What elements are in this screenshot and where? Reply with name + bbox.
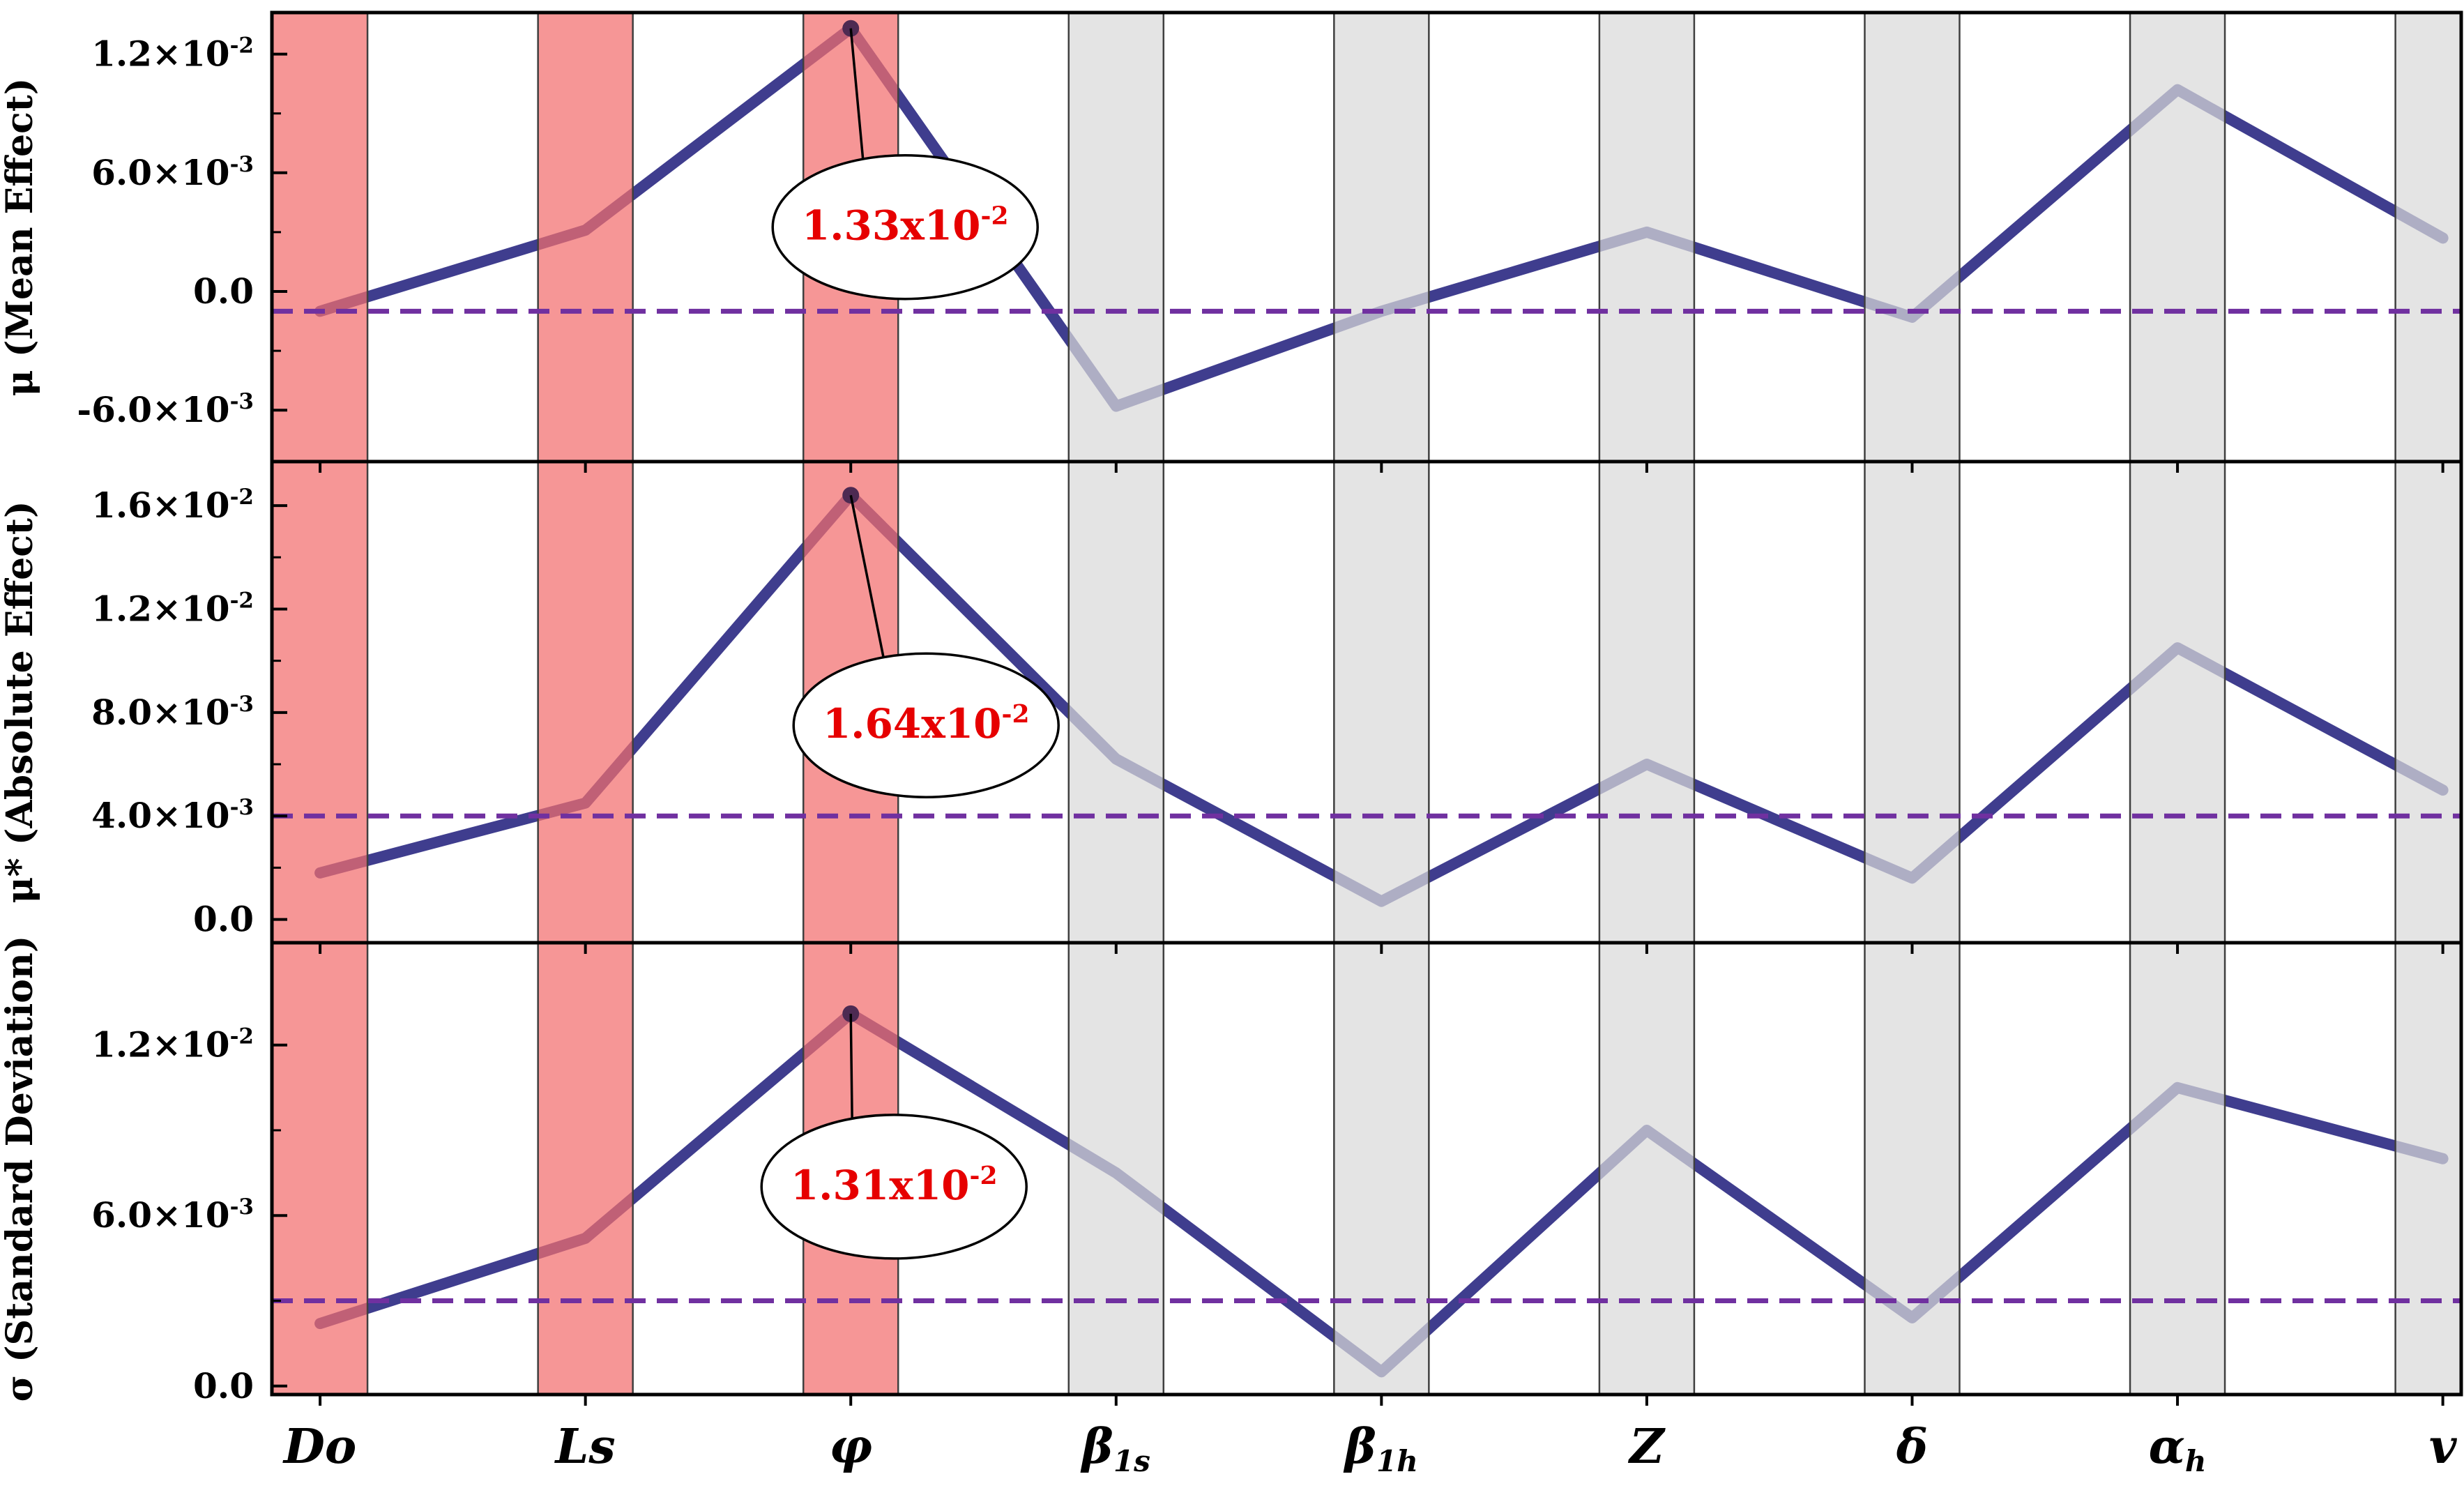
band-7-gray	[2130, 13, 2226, 1395]
y-axis-title-2: σ (Standard Deviation)	[0, 936, 41, 1402]
band-0-red	[273, 13, 368, 1395]
y-tick-label: 6.0×10-3	[91, 1194, 254, 1236]
annotation-value-panel-1: 1.64x10-2	[823, 699, 1030, 747]
y-tick-label: 1.2×10-2	[91, 588, 254, 629]
band-1-red	[538, 13, 633, 1395]
y-tick-label: 4.0×10-3	[91, 795, 254, 836]
annotation-value-panel-0: 1.33x10-2	[802, 202, 1009, 250]
annotation-bubble-panel-1	[792, 652, 1060, 798]
annotation-bubble-panel-2	[760, 1114, 1028, 1260]
band-8-gray	[2395, 13, 2461, 1395]
y-tick-label: 1.2×10-2	[91, 33, 254, 75]
y-axis-title-0: μ (Mean Effect)	[0, 78, 41, 397]
x-category-label-7: αh	[2149, 1419, 2207, 1478]
y-tick-label: 1.2×10-2	[91, 1024, 254, 1065]
y-tick-label: 0.0	[193, 1365, 254, 1406]
x-category-label-5: Z	[1627, 1419, 1666, 1475]
band-4-gray	[1334, 13, 1429, 1395]
category-bands	[272, 13, 2461, 1395]
annotation-value-panel-2: 1.31x10-2	[791, 1161, 998, 1209]
annotation-bubble-panel-0	[771, 153, 1039, 301]
annotation-connector-panel-0	[849, 28, 865, 163]
y-tick-label: 8.0×10-3	[91, 692, 254, 733]
y-tick-label: 0.0	[193, 899, 254, 940]
y-tick-label: 6.0×10-3	[91, 152, 254, 193]
y-axis-title-1: μ* (Absolute Effect)	[0, 501, 41, 903]
band-3-gray	[1068, 13, 1164, 1395]
x-category-label-8: v	[2429, 1419, 2458, 1475]
y-tick-label: -6.0×10-3	[77, 389, 254, 430]
annotation-connector-panel-2	[849, 1013, 853, 1123]
x-category-label-0: Do	[282, 1419, 356, 1475]
y-tick-label: 1.6×10-2	[91, 485, 254, 526]
y-tick-label: 0.0	[193, 271, 254, 312]
x-category-label-6: δ	[1896, 1419, 1928, 1475]
x-category-label-3: β1s	[1080, 1419, 1150, 1478]
band-6-gray	[1864, 13, 1960, 1395]
annotation-connector-panel-1	[849, 494, 885, 662]
band-5-gray	[1599, 13, 1694, 1395]
x-category-label-2: φ	[829, 1419, 872, 1475]
panel-border-2	[270, 941, 2463, 1397]
x-category-label-4: β1h	[1343, 1419, 1418, 1478]
x-category-label-1: Ls	[554, 1419, 616, 1475]
